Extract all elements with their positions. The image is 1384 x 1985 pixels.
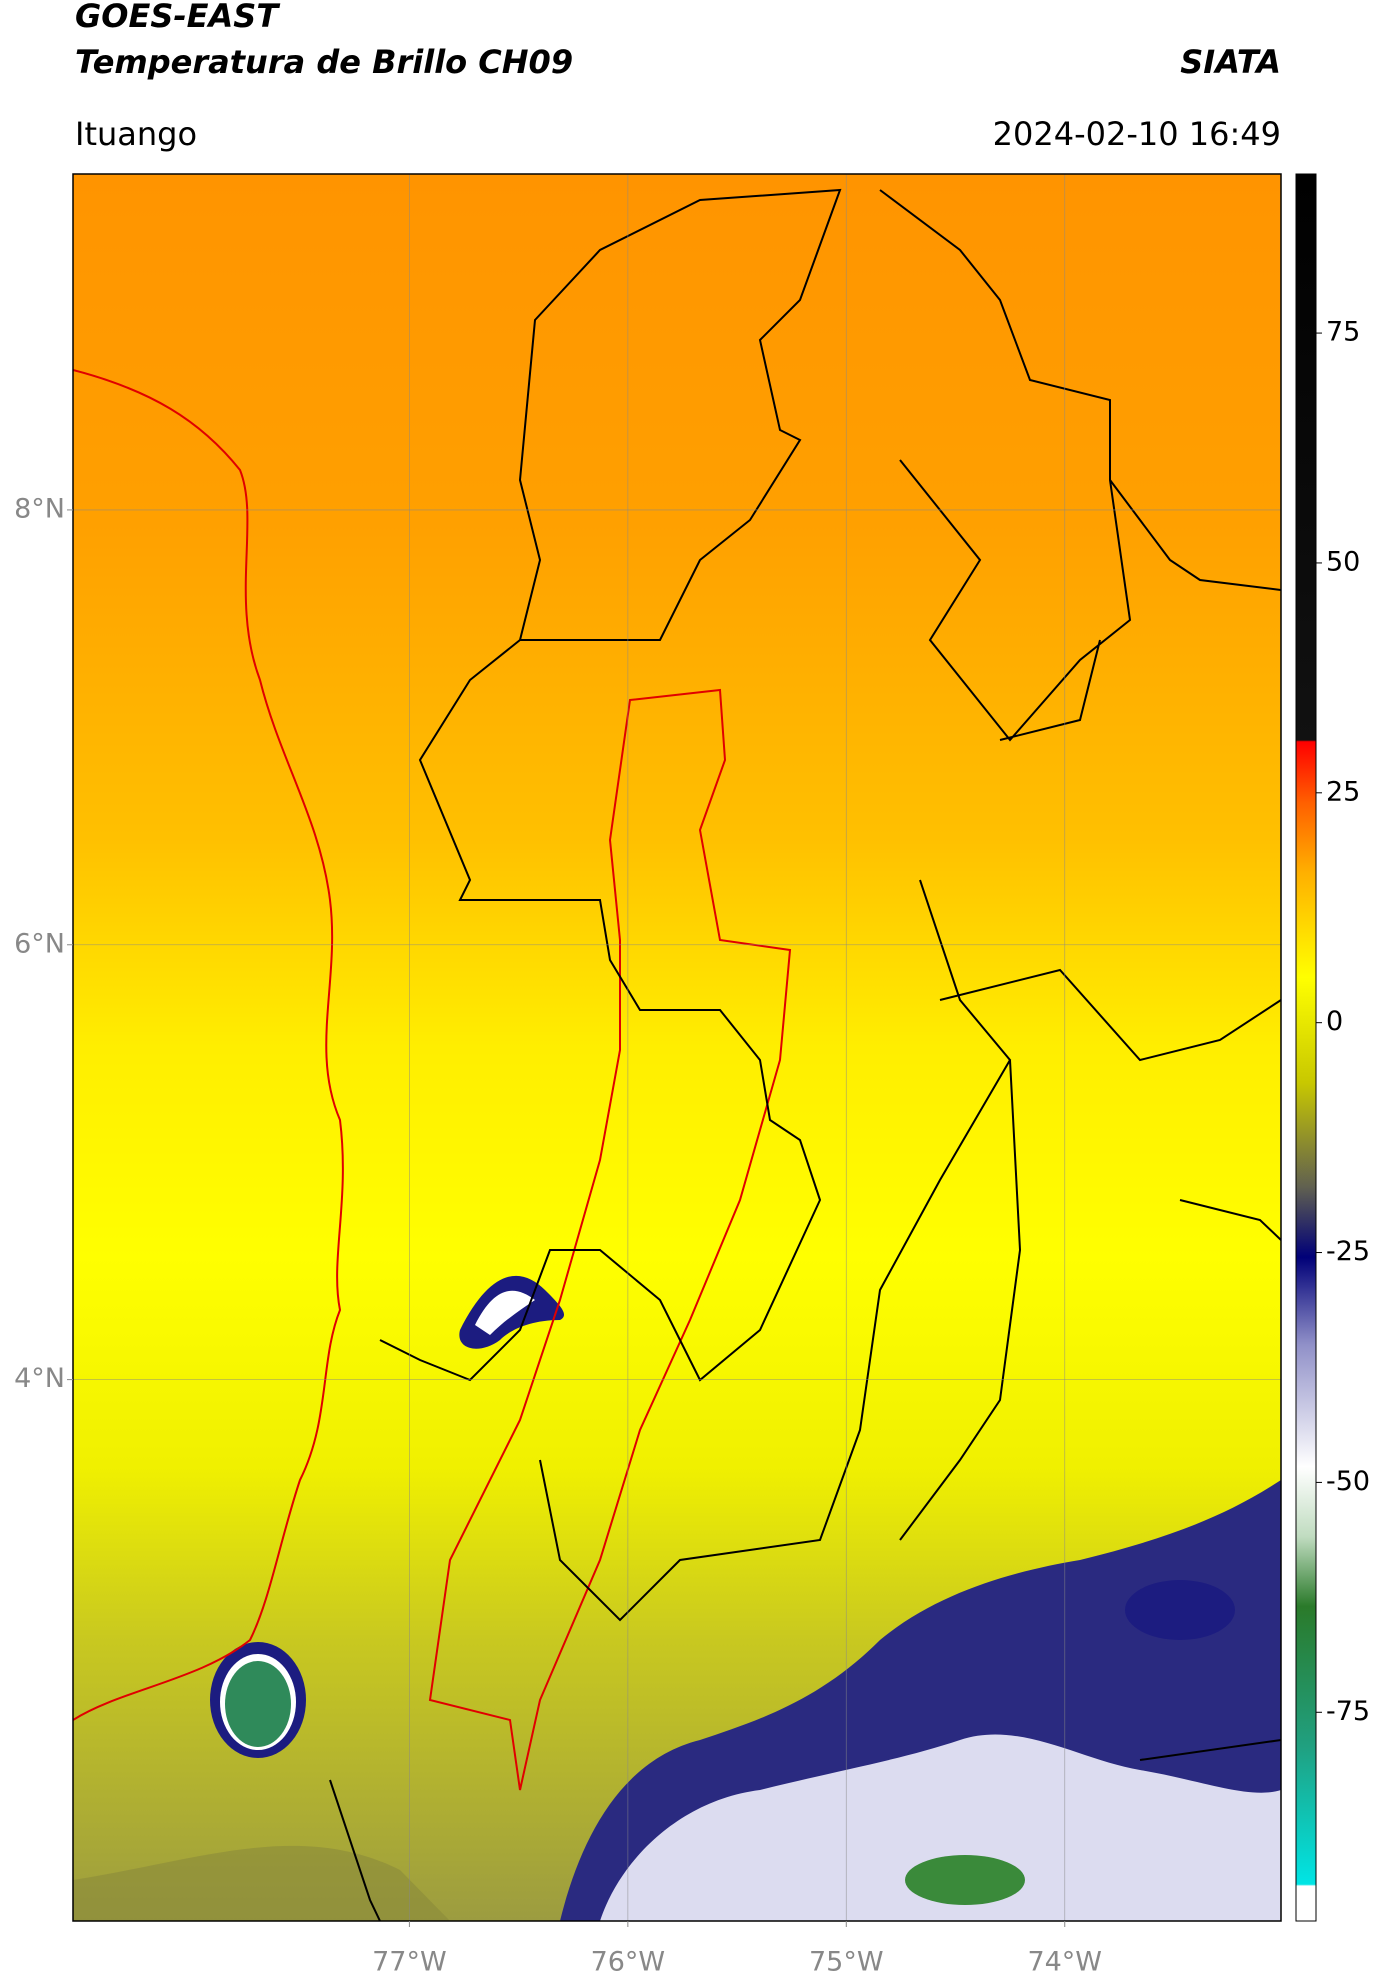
colorbar-tick-label: 75 xyxy=(1326,317,1360,348)
colorbar-tick-label: 50 xyxy=(1326,546,1360,577)
cloud xyxy=(905,1855,1025,1905)
map xyxy=(73,174,1281,1921)
colorbar xyxy=(1295,173,1317,1922)
x-tick-label: 75°W xyxy=(809,1947,884,1978)
cloud xyxy=(600,1734,1281,1921)
colorbar-tick-label: -75 xyxy=(1326,1696,1370,1727)
location: Ituango xyxy=(75,115,197,153)
map-frame xyxy=(72,173,1282,1922)
colorbar-tick-label: 25 xyxy=(1326,776,1360,807)
subtitle: Temperatura de Brillo CH09 xyxy=(75,43,573,81)
source: SIATA xyxy=(1180,43,1281,81)
basin-outline xyxy=(428,688,792,1791)
datetime: 2024-02-10 16:49 xyxy=(993,115,1281,153)
grid xyxy=(73,174,1281,1921)
x-tick-label: 74°W xyxy=(1027,1947,1102,1978)
cloud xyxy=(73,1845,450,1921)
colorbar-tick-label: -50 xyxy=(1326,1466,1370,1497)
cloud xyxy=(475,1290,535,1335)
coastline xyxy=(73,369,344,1721)
title: GOES-EAST xyxy=(75,0,280,35)
y-tick-label: 6°N xyxy=(14,928,65,959)
y-tick-label: 4°N xyxy=(14,1363,65,1394)
colorbar-tick-label: 0 xyxy=(1326,1006,1343,1037)
colorbar-tick-label: -25 xyxy=(1326,1236,1370,1267)
y-tick-label: 8°N xyxy=(14,493,65,524)
admin-boundaries xyxy=(329,188,1281,1921)
cloud xyxy=(1125,1580,1235,1640)
x-tick-label: 77°W xyxy=(372,1947,447,1978)
cloud xyxy=(225,1661,291,1747)
x-tick-label: 76°W xyxy=(591,1947,666,1978)
